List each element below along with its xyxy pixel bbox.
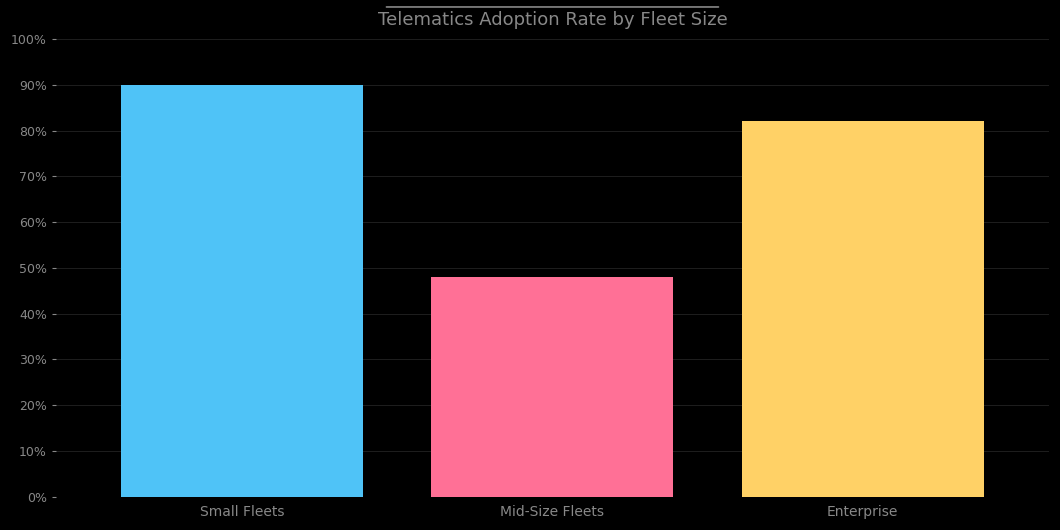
Title: Telematics Adoption Rate by Fleet Size: Telematics Adoption Rate by Fleet Size <box>377 11 727 29</box>
Bar <box>121 85 364 497</box>
Bar <box>431 277 673 497</box>
Bar <box>742 121 984 497</box>
